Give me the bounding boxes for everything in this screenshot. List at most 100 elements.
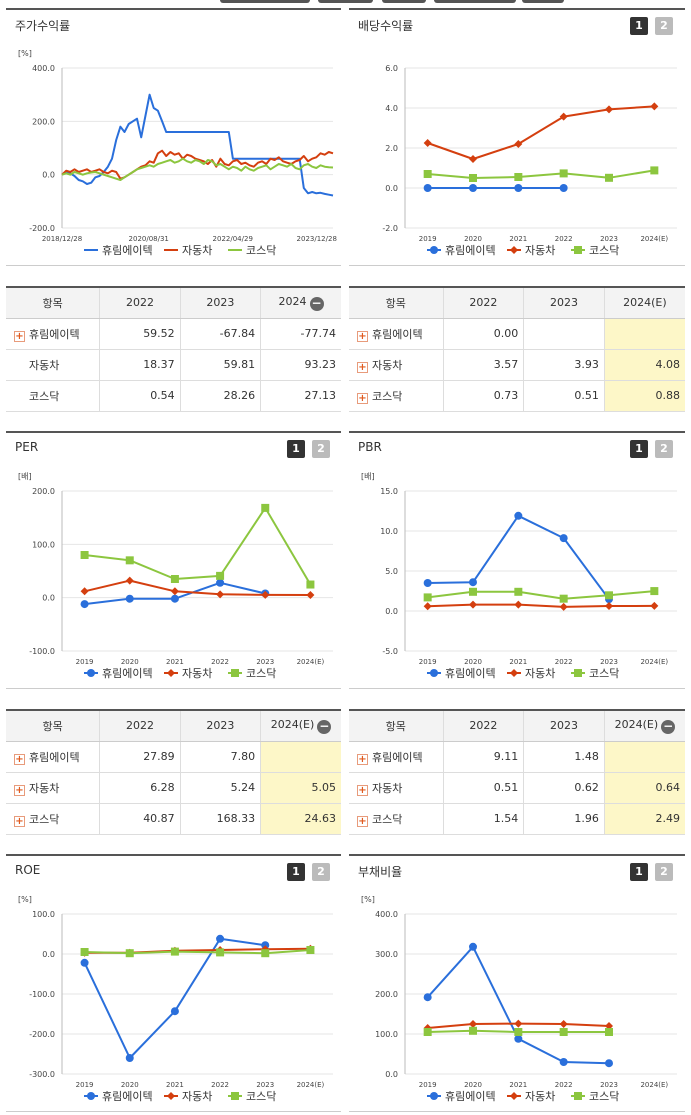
row-name: 자동차 (29, 781, 60, 795)
expand-plus-icon[interactable]: + (357, 753, 368, 765)
expand-plus-icon[interactable]: + (357, 330, 368, 342)
table-cell: 0.73 (442, 380, 524, 412)
x-tick-label: 2019 (419, 1081, 437, 1089)
table-row: + 휴림에이텍 9.11 1.48 (349, 741, 685, 773)
chart-toggle-button-1[interactable]: 1 (630, 17, 648, 35)
legend-label: 휴림에이텍 (102, 667, 153, 680)
y-tick-label: -300.0 (29, 1070, 55, 1079)
table-cell: 40.87 (99, 803, 181, 835)
data-point (306, 946, 315, 954)
legend: 휴림에이텍 자동차 코스닥 (84, 667, 276, 680)
chart-toggle-button-1[interactable]: 1 (287, 863, 305, 881)
x-tick-label: 2021 (166, 658, 184, 666)
expand-plus-icon[interactable]: + (357, 815, 368, 827)
y-tick-label: 400.0 (32, 64, 55, 73)
chart-toggle-button-1[interactable]: 1 (630, 440, 648, 458)
table-row: + 코스닥 0.73 0.51 0.88 (349, 380, 685, 412)
table-cell: 0.54 (99, 380, 181, 412)
data-point (559, 112, 568, 121)
chart-toggle-button-2[interactable]: 2 (655, 17, 673, 35)
panel-per: PER 1 2 [배] 200.0 100.0 0.0 -100.0 2019 2020 20… (6, 431, 341, 689)
chart-toggle-button-2[interactable]: 2 (655, 863, 673, 881)
data-point (80, 600, 89, 609)
expand-plus-icon[interactable]: + (14, 815, 25, 827)
row-name: 자동차 (29, 358, 60, 372)
legend-marker (87, 1092, 95, 1100)
collapse-icon[interactable]: − (317, 718, 332, 734)
y-tick-label: 0.0 (385, 184, 398, 193)
data-point (559, 602, 568, 611)
data-point (650, 102, 659, 111)
y-tick-label: 400.0 (375, 910, 398, 919)
x-tick-label: 2023/12/28 (297, 235, 337, 243)
column-header: 2024(E) − (603, 709, 685, 742)
data-point (559, 169, 568, 178)
data-point (216, 571, 225, 580)
expand-plus-icon[interactable]: + (357, 784, 368, 796)
table-row: + 자동차 0.51 0.62 0.64 (349, 772, 685, 804)
legend-label: 자동차 (525, 667, 555, 680)
data-point (306, 580, 315, 589)
data-point (125, 556, 134, 565)
x-tick-label: 2020 (121, 658, 139, 666)
column-header-label: 항목 (42, 296, 63, 310)
legend-marker (430, 669, 438, 677)
series-line (84, 506, 312, 586)
legend-label: 자동차 (182, 667, 212, 680)
expand-plus-icon[interactable]: + (14, 784, 25, 796)
expand-plus-icon[interactable]: + (357, 392, 368, 404)
data-point (216, 948, 225, 957)
data-point (605, 173, 613, 182)
data-point (216, 590, 225, 599)
x-tick-label: 2020 (464, 235, 482, 243)
data-point (514, 1034, 523, 1043)
table-cell: 3.57 (442, 349, 524, 381)
data-point (423, 184, 432, 192)
y-unit-label: [%] (18, 895, 32, 904)
data-point (80, 587, 89, 596)
table-cell: 18.37 (99, 349, 181, 381)
legend-label: 휴림에이텍 (102, 244, 153, 257)
legend-marker (510, 669, 518, 677)
x-tick-label: 2024(E) (297, 1081, 325, 1089)
per-chart: [배]200.0 100.0 0.0 -100.0 2019 2020 2021 2022 20… (18, 472, 333, 680)
chart-toggle-button-2[interactable]: 2 (655, 440, 673, 458)
table-cell (260, 741, 341, 773)
row-name: 휴림에이텍 (29, 750, 80, 764)
legend-label: 자동차 (525, 1090, 555, 1103)
row-name: 휴림에이텍 (372, 327, 423, 341)
expand-plus-icon[interactable]: + (357, 361, 368, 373)
legend-marker (510, 246, 518, 254)
table-cell: 2.49 (603, 803, 685, 835)
chart-toggle-button-2[interactable]: 2 (312, 440, 330, 458)
row-label: + 코스닥 (6, 803, 100, 835)
row-label: 코스닥 (6, 380, 100, 412)
expand-plus-icon[interactable]: + (14, 753, 25, 765)
x-tick-label: 2023 (256, 1081, 274, 1089)
roe-chart: [%]100.0 0.0 -100.0 -200.0 -300.0 2019 2020 202… (18, 895, 333, 1103)
chart-toggle-button-2[interactable]: 2 (312, 863, 330, 881)
y-tick-label: 300.0 (375, 950, 398, 959)
legend: 휴림에이텍 자동차 코스닥 (84, 244, 276, 257)
table-header-row: 항목 2022 2023 2024(E) − (6, 709, 341, 742)
series-line (427, 590, 655, 600)
chart-toggle-button-1[interactable]: 1 (630, 863, 648, 881)
x-tick-label: 2023 (600, 235, 618, 243)
collapse-icon[interactable]: − (661, 718, 676, 734)
expand-plus-icon[interactable]: + (14, 330, 25, 342)
data-point (559, 534, 568, 543)
row-name: 휴림에이텍 (29, 327, 80, 341)
column-header: 2024(E) − (260, 709, 341, 742)
column-header-label: 2023 (206, 719, 235, 733)
series-line (427, 603, 655, 608)
table-row: + 휴림에이텍 59.52 -67.84 -77.74 (6, 318, 341, 350)
data-point (80, 948, 89, 956)
x-tick-label: 2022 (555, 235, 573, 243)
x-tick-label: 2023 (600, 658, 618, 666)
collapse-icon[interactable]: − (309, 295, 324, 311)
legend-label: 코스닥 (589, 667, 619, 680)
table-row: 코스닥 0.54 28.26 27.13 (6, 380, 341, 412)
data-point (170, 1007, 179, 1016)
chart-toggle-button-1[interactable]: 1 (287, 440, 305, 458)
data-point (261, 949, 270, 958)
